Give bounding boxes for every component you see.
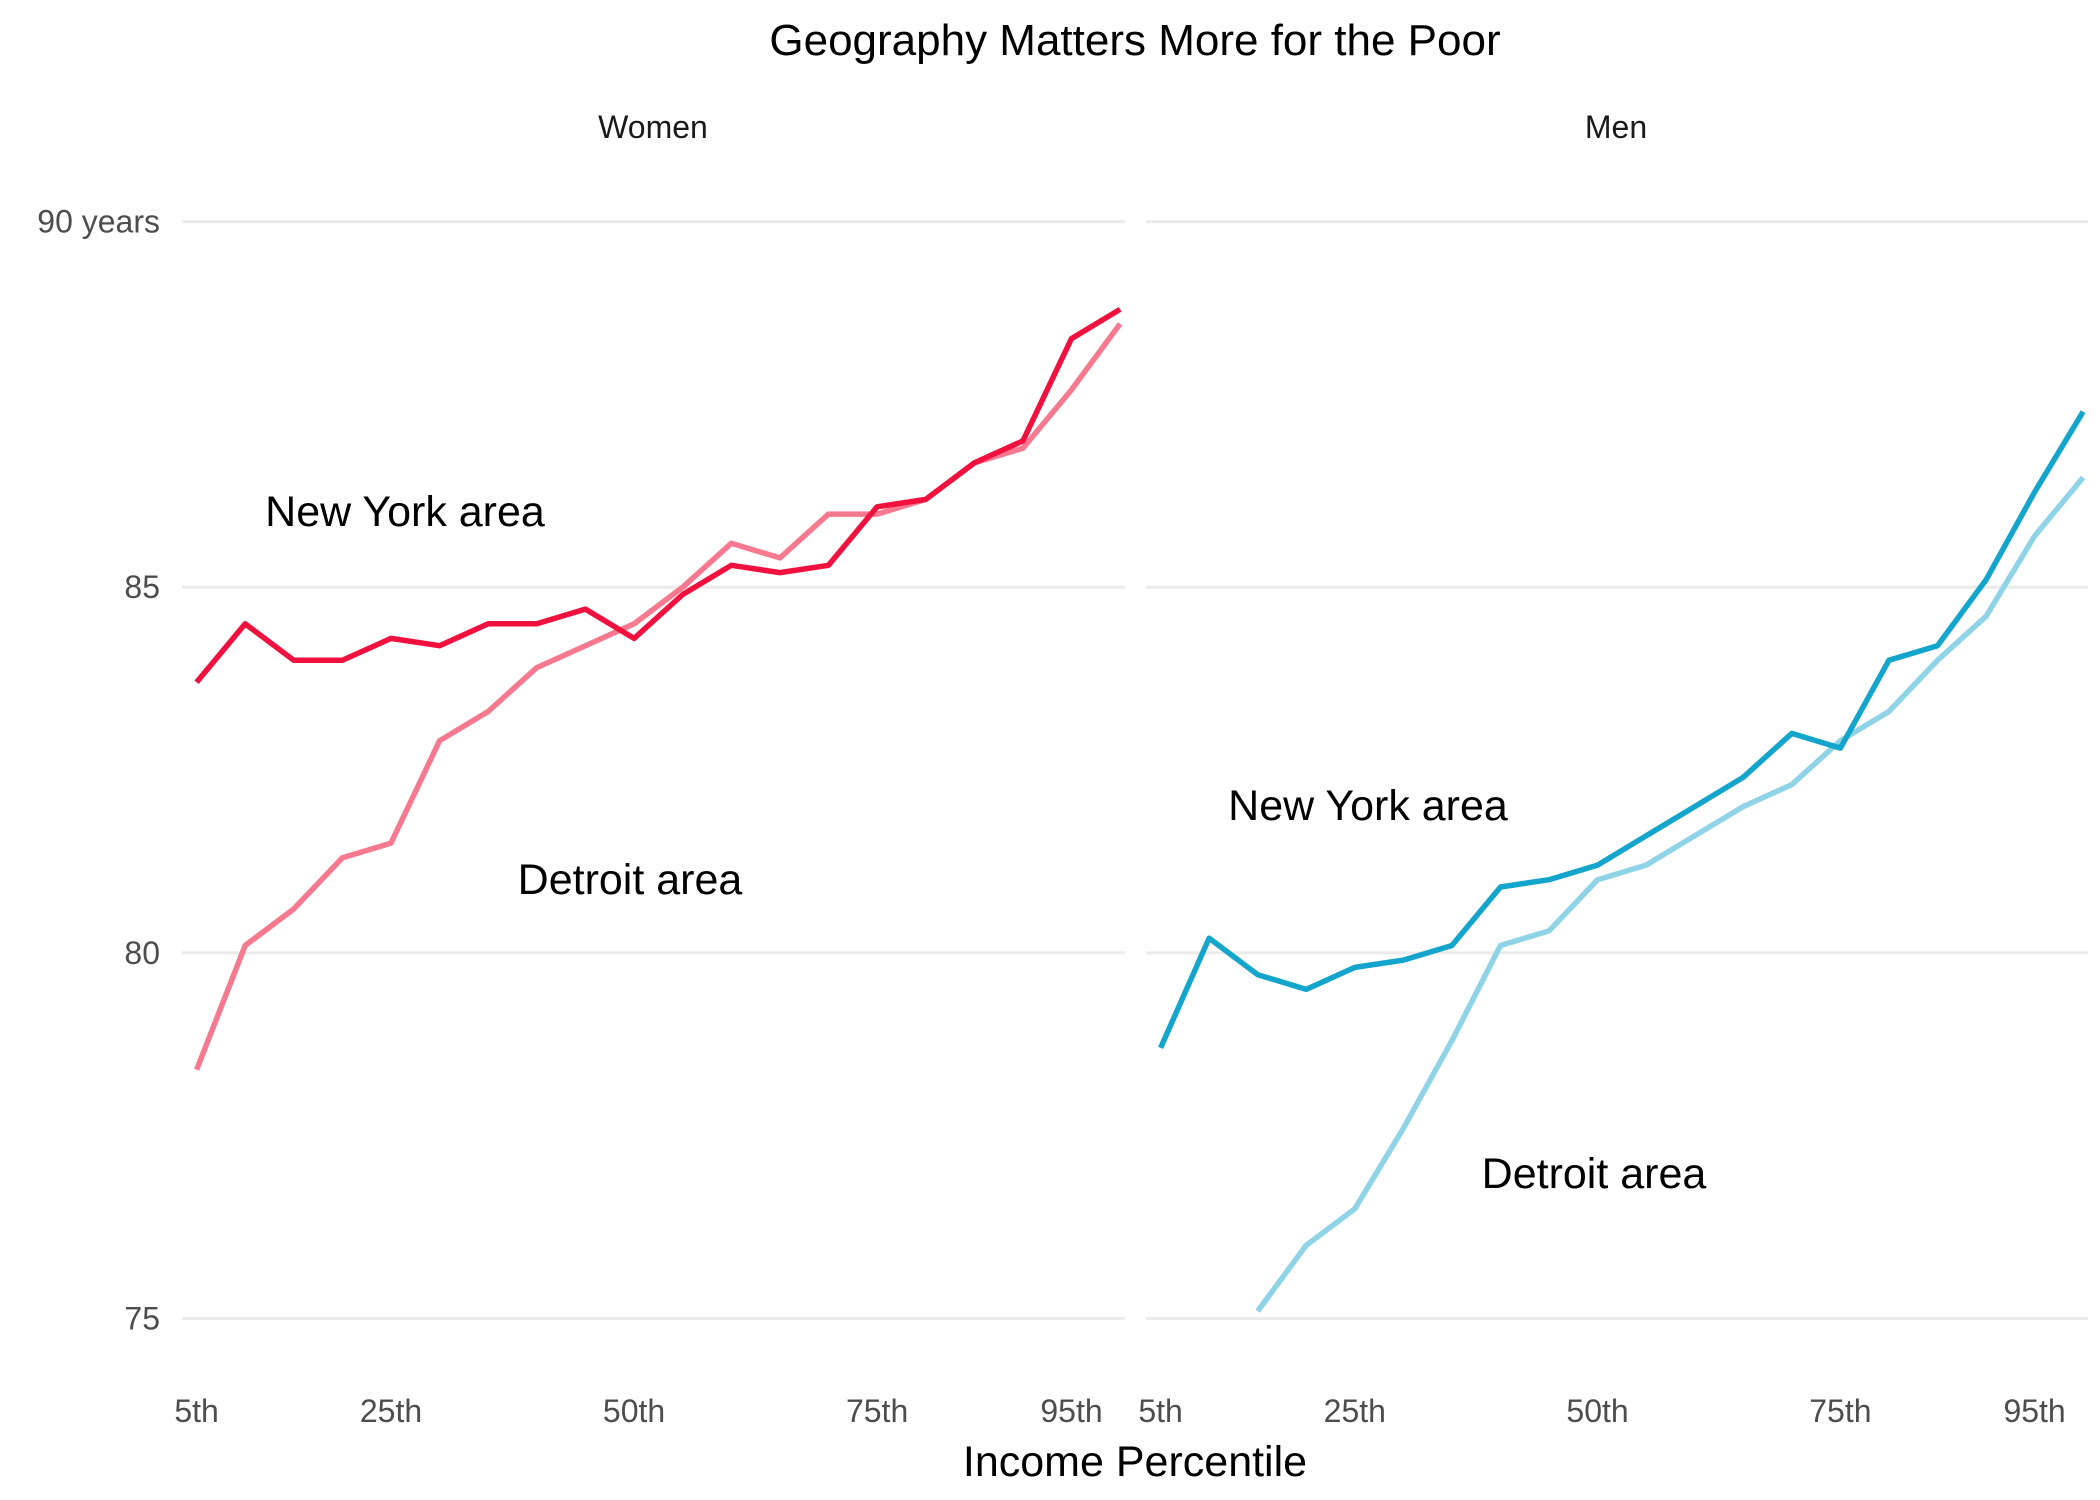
annotation-detroit-women: Detroit area [518,856,743,904]
x-tick-label-men-50th: 50th [1566,1393,1628,1429]
annotation-new-york-women: New York area [265,488,545,536]
annotation-new-york-men: New York area [1228,782,1508,830]
x-tick-label-women-25th: 25th [360,1393,422,1429]
x-axis-title: Income Percentile [963,1438,1307,1486]
x-tick-label-men-75th: 75th [1809,1393,1871,1429]
x-tick-label-women-50th: 50th [603,1393,665,1429]
strip-label-men: Men [1585,109,1647,145]
y-tick-label-90: 90 years [37,204,160,240]
y-tick-label-80: 80 [124,935,160,971]
series-line-men-1 [1158,410,2086,1050]
x-tick-label-women-95th: 95th [1040,1393,1102,1429]
series-line-women-1 [194,306,1122,684]
y-tick-label-85: 85 [124,569,160,605]
series-line-women-0 [194,322,1123,1071]
x-tick-label-men-5th: 5th [1138,1393,1182,1429]
x-tick-label-women-5th: 5th [174,1393,218,1429]
chart-title: Geography Matters More for the Poor [769,16,1500,65]
series-line-men-0 [1255,475,2086,1313]
x-tick-label-men-95th: 95th [2003,1393,2065,1429]
strip-label-women: Women [598,109,708,145]
panel-women: Women 5th 25th 50th 75th 95th New York area … [174,109,1125,1429]
y-tick-label-75: 75 [124,1300,160,1336]
x-tick-label-men-25th: 25th [1324,1393,1386,1429]
x-tick-label-women-75th: 75th [846,1393,908,1429]
annotation-detroit-men: Detroit area [1482,1150,1707,1198]
panel-men: Men 5th 25th 50th 75th 95th New York area De… [1138,109,2088,1429]
y-axis-ticks: 75 80 85 90 years [37,204,160,1337]
